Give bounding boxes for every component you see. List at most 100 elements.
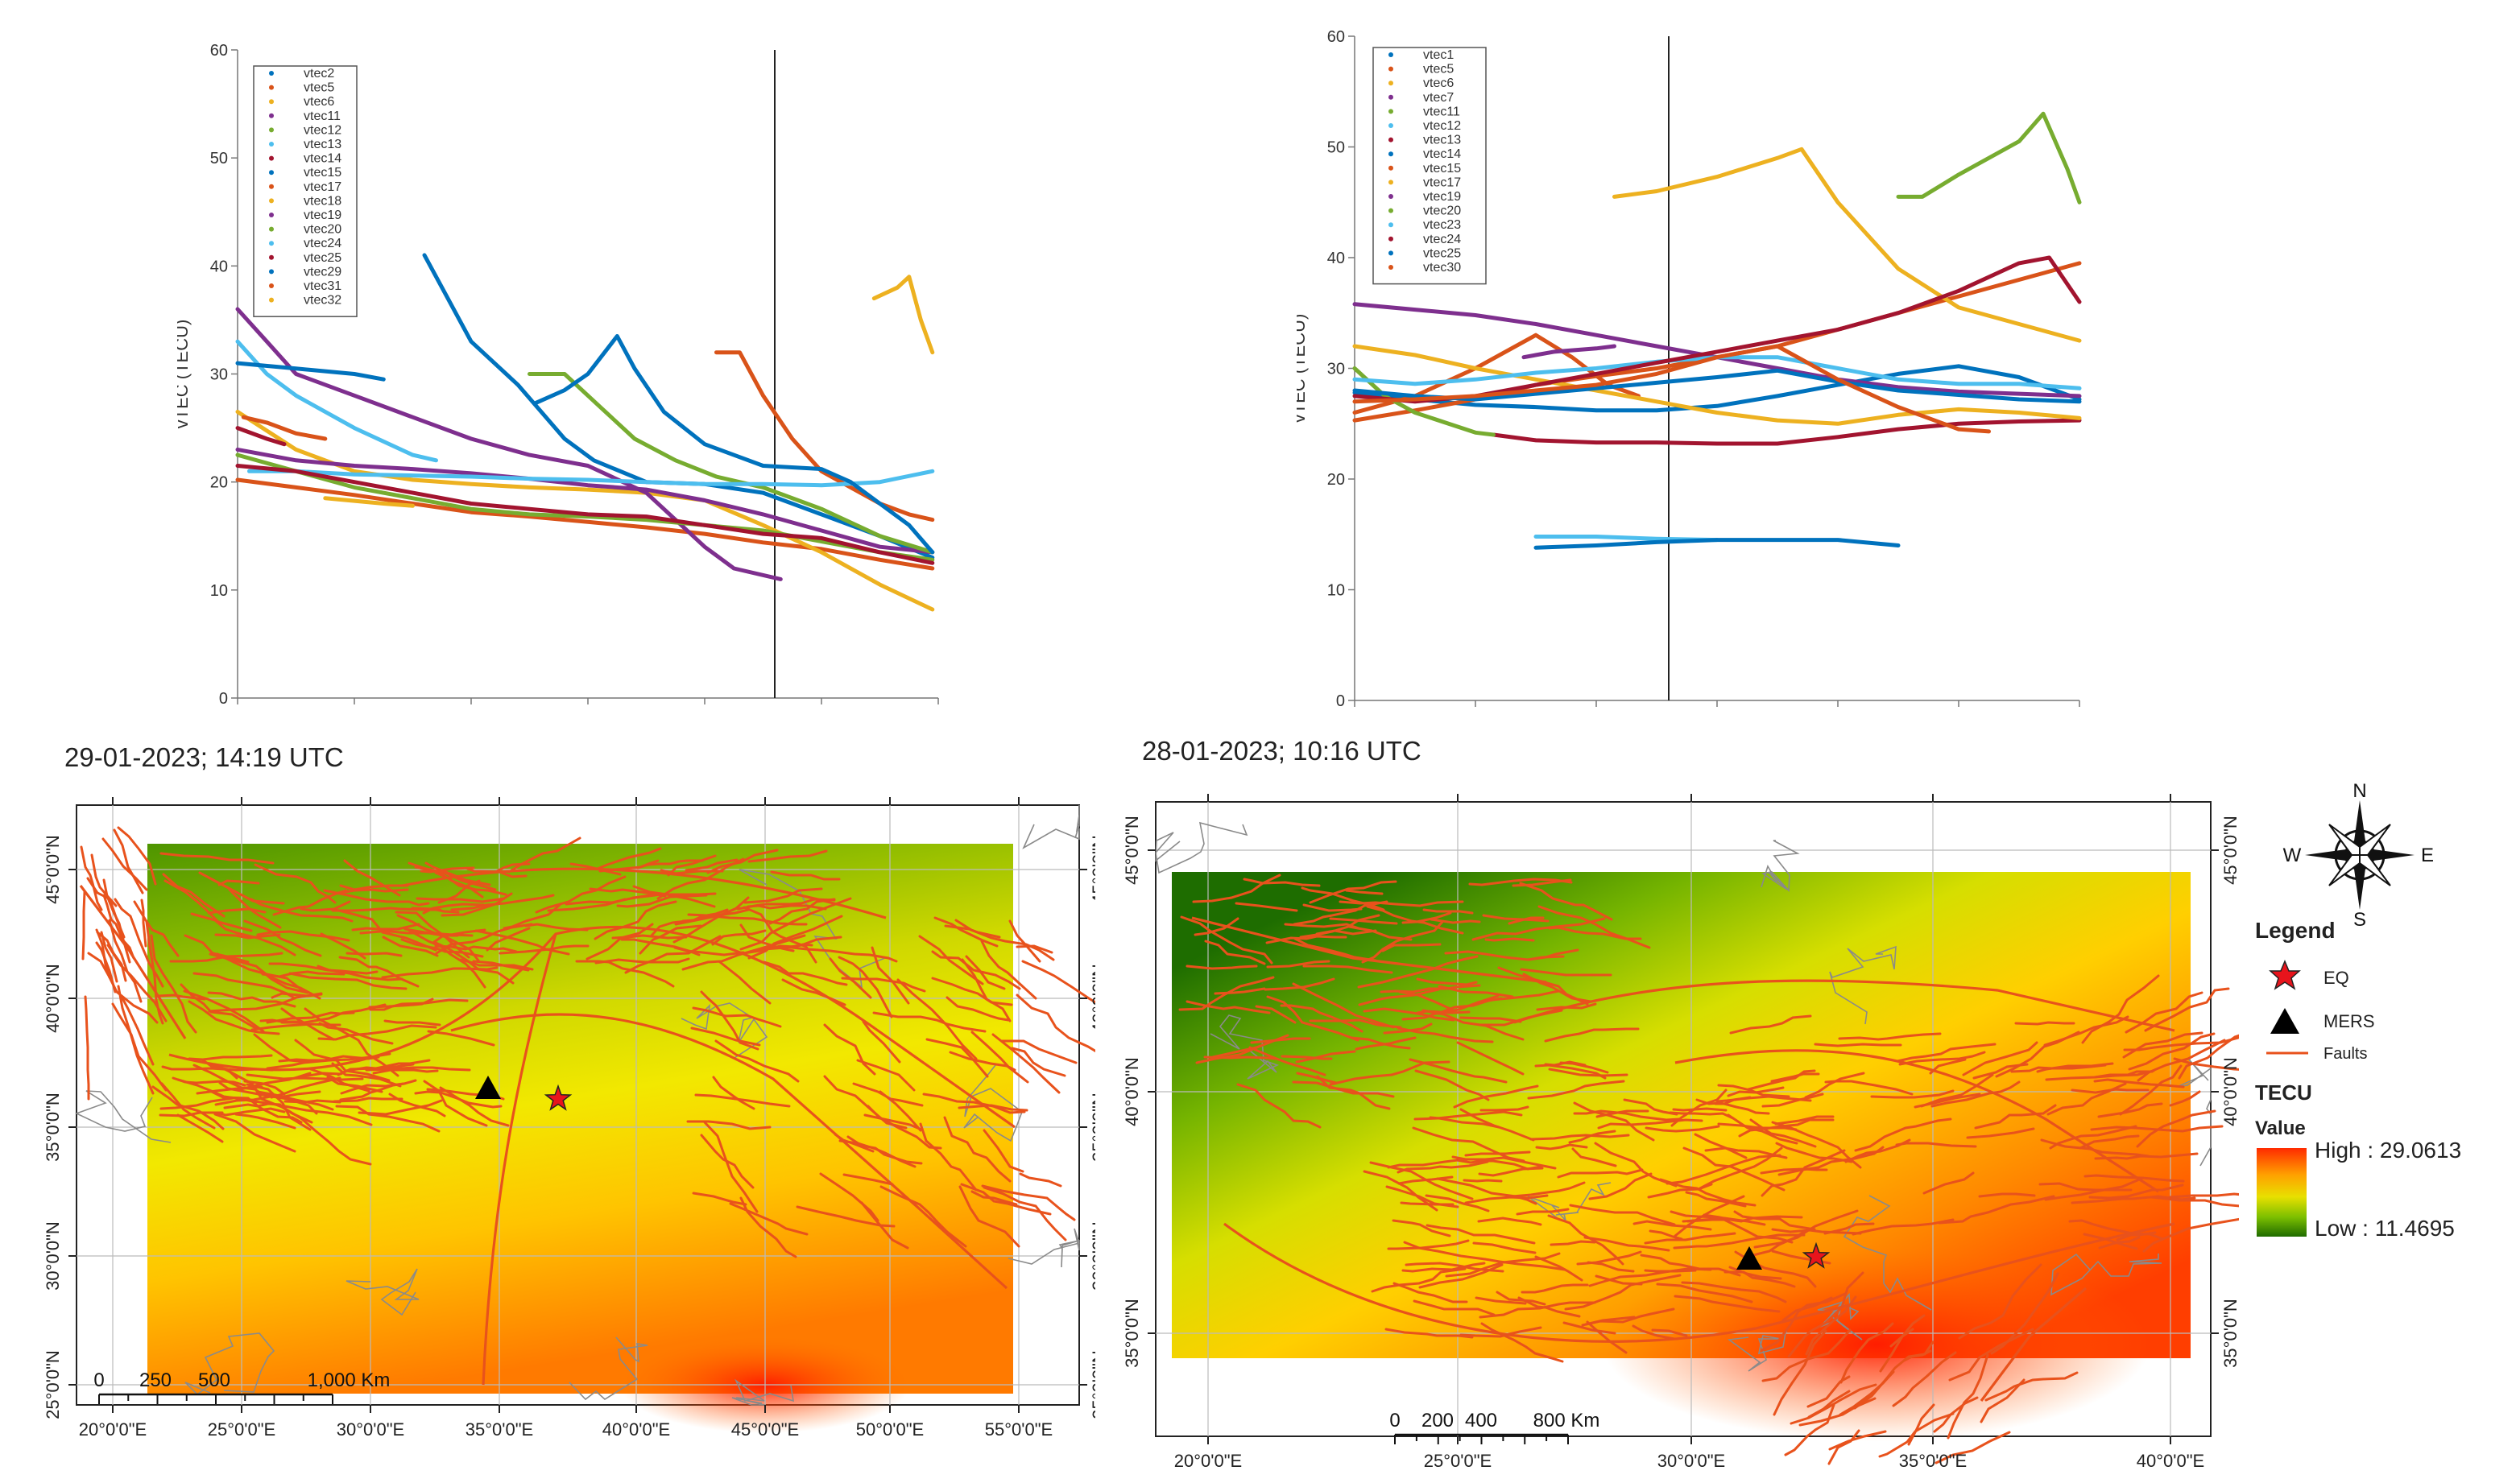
fault-line	[1548, 1068, 1628, 1077]
fault-line	[95, 928, 111, 979]
lat-label-right: 35°0'0"N	[2220, 1299, 2239, 1368]
fault-line	[113, 828, 144, 894]
fault-line	[594, 900, 677, 940]
fault-line	[747, 849, 828, 863]
fault-line	[674, 906, 740, 926]
fault-line	[1773, 1329, 1827, 1416]
coastline	[1155, 821, 1248, 874]
fault-line	[1870, 1089, 1955, 1099]
fault-line	[1516, 1208, 1570, 1216]
fault-line	[2098, 1236, 2141, 1250]
legend-marker	[269, 213, 274, 217]
fault-line	[474, 929, 570, 956]
y-axis-label: vTEC (TECU)	[177, 320, 192, 429]
legend-marker	[1388, 66, 1393, 72]
series-line-vtec6	[235, 410, 935, 612]
fault-line	[954, 919, 1055, 961]
fault-line	[1686, 1215, 1803, 1223]
legend-entry: vtec1	[1423, 48, 1454, 62]
legend-marker	[1388, 109, 1393, 114]
fault-line	[729, 1202, 809, 1236]
fault-line	[318, 1022, 394, 1045]
fault-line	[1535, 1143, 1588, 1150]
legend-marker	[269, 226, 274, 232]
fault-line	[856, 1059, 916, 1092]
fault-line	[2150, 1196, 2239, 1208]
fault-line	[706, 849, 779, 874]
fault-line	[1787, 1271, 1864, 1358]
fault-line	[213, 1113, 296, 1153]
fault-line	[692, 1192, 747, 1206]
fault-line	[1511, 1181, 1586, 1198]
fault-line	[970, 1190, 1018, 1206]
fault-line	[1426, 1224, 1536, 1245]
series-line-vtec14	[235, 426, 287, 447]
legend-entry: vtec2	[304, 67, 334, 81]
fault-line	[1947, 1353, 1989, 1440]
fault-line	[2128, 1032, 2216, 1071]
fault-line	[2049, 1125, 2137, 1150]
legend-item-mers: MERS	[2323, 1011, 2375, 1031]
fault-line	[2136, 1109, 2216, 1148]
fault-line	[931, 950, 1021, 990]
fault-line	[1814, 1043, 1902, 1047]
legend-marker	[1388, 236, 1393, 242]
fault-line	[1293, 900, 1388, 926]
fault-line	[162, 873, 226, 918]
fault-line	[486, 927, 531, 952]
legend-entry: vtec19	[1423, 190, 1461, 204]
legend-entry: vtec5	[304, 81, 334, 95]
map-left-title: 29-01-2023; 14:19 UTC	[64, 742, 344, 772]
fault-line	[207, 991, 296, 1008]
fault-line	[922, 1093, 1026, 1114]
scale-label: 0	[93, 1369, 104, 1391]
legend-entry: vtec29	[304, 265, 341, 279]
fault-line	[256, 930, 350, 942]
fault-line	[1966, 1127, 2035, 1139]
y-tick-label: 20	[210, 474, 228, 492]
fault-line	[2173, 1057, 2239, 1071]
fault-line	[207, 907, 267, 915]
fault-line	[96, 931, 127, 982]
series-line-vtec15	[235, 361, 386, 382]
fault-line	[246, 1083, 312, 1131]
fault-line	[1413, 1299, 1496, 1316]
fault-line	[382, 936, 439, 957]
legend-entry: vtec20	[304, 223, 341, 237]
fault-line	[84, 995, 90, 1101]
fault-line	[1180, 915, 1273, 965]
fault-line	[1519, 882, 1613, 921]
fault-line	[624, 935, 722, 974]
fault-line	[1203, 1055, 1277, 1060]
fault-line	[2122, 1031, 2203, 1059]
fault-line	[2169, 1090, 2201, 1107]
fault-line	[1645, 1125, 1720, 1133]
chart-legend-box	[1372, 47, 1487, 285]
fault-line	[261, 970, 346, 978]
fault-line	[1398, 990, 1454, 1011]
fault-line	[1455, 1159, 1542, 1171]
fault-line	[1878, 1412, 1955, 1458]
fault-line	[711, 929, 767, 946]
fault-line	[1520, 968, 1612, 977]
fault-line	[86, 877, 118, 907]
legend-entry: vtec23	[1423, 218, 1461, 232]
legend-marker	[269, 142, 274, 147]
fault-line	[1895, 1142, 1977, 1148]
fault-line	[2116, 1231, 2157, 1241]
fault-line	[1559, 1061, 1609, 1074]
fault-line	[1468, 878, 1573, 886]
fault-line	[1401, 1262, 1486, 1273]
fault-line	[1569, 1204, 1676, 1226]
major-fault	[1674, 1049, 2159, 1193]
fault-line	[259, 1018, 304, 1023]
legend-entry: vtec14	[1423, 147, 1461, 161]
star-icon	[2269, 960, 2301, 990]
fault-line	[1302, 903, 1363, 912]
y-tick-label: 40	[1327, 250, 1345, 267]
legend-entry: vtec15	[1423, 162, 1461, 176]
fault-line	[145, 920, 164, 1025]
fault-line	[108, 919, 143, 1003]
fault-line	[1416, 1010, 1471, 1014]
fault-line	[1934, 1431, 2011, 1464]
